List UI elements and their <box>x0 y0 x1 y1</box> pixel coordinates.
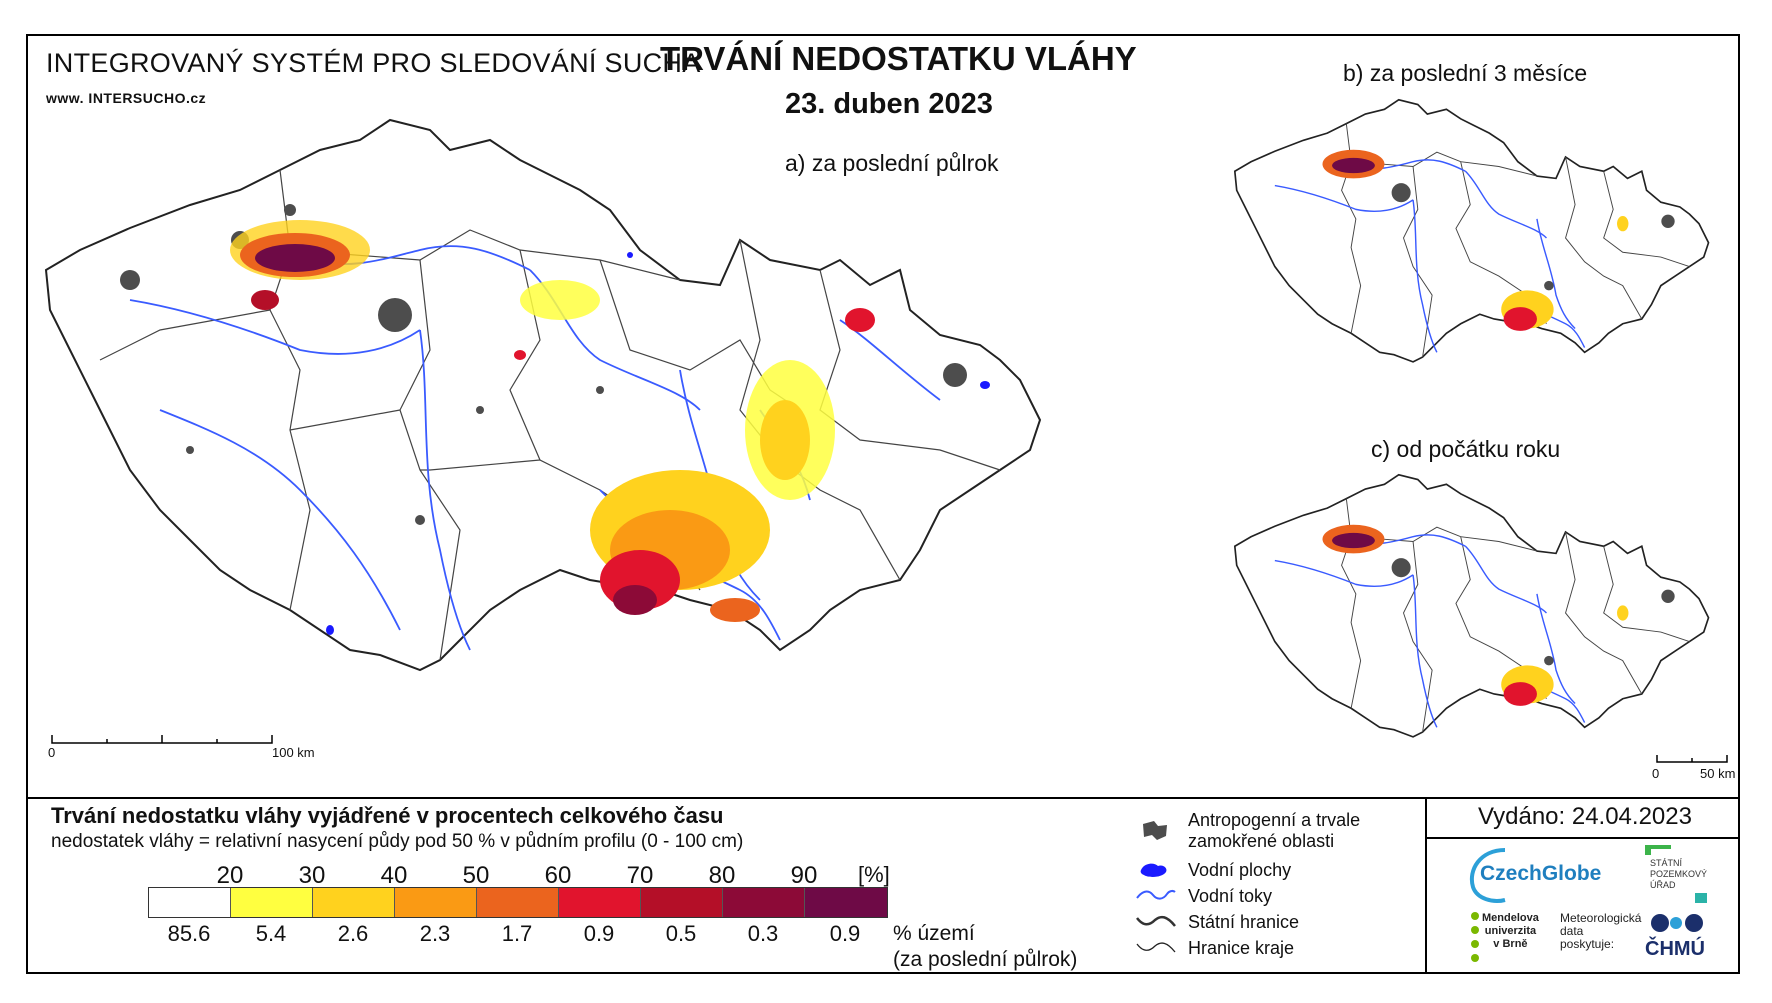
legend-anthropogenic: Antropogenní a trvale zamokřené oblasti <box>1188 810 1361 851</box>
legend-region-border: Hranice kraje <box>1188 938 1295 958</box>
scale-bar-main <box>51 735 273 744</box>
legend-state-border: Státní hranice <box>1188 912 1300 932</box>
czechglobe-logo: CzechGlobe <box>1480 862 1602 885</box>
scale-bar-small <box>1656 755 1728 763</box>
issued-separator <box>1425 837 1740 839</box>
legend-percent-area: 2.6 <box>337 921 369 946</box>
water-body-icon <box>1140 863 1167 877</box>
legend-percent-area: 0.9 <box>583 921 615 946</box>
legend-swatch <box>231 888 313 917</box>
legend-threshold: 30 <box>298 862 326 889</box>
scale-main-end: 100 km <box>272 745 315 760</box>
legend-percent-area: 0.9 <box>829 921 861 946</box>
legend-threshold: 60 <box>544 862 572 889</box>
legend-percent-area: 5.4 <box>255 921 287 946</box>
legend-water-bodies: Vodní plochy <box>1188 860 1292 880</box>
drought-areas-a <box>230 220 875 622</box>
legend-swatch <box>149 888 231 917</box>
map-date: 23. duben 2023 <box>785 88 993 120</box>
map-c-label: c) od počátku roku <box>1371 436 1561 462</box>
legend-threshold: 70 <box>626 862 654 889</box>
legend-swatch <box>395 888 477 917</box>
map-c <box>1233 473 1710 738</box>
map-b-label: b) za poslední 3 měsíce <box>1343 60 1588 86</box>
anthropogenic-icon <box>1143 821 1167 840</box>
meteo-data-label: Meteorologická data poskytuje: <box>1560 911 1642 951</box>
mendel-logo-icon <box>1471 912 1479 962</box>
chmu-logo: ČHMÚ <box>1645 938 1705 960</box>
legend-threshold: 20 <box>216 862 244 889</box>
mendel-logo: Mendelova univerzita v Brně <box>1482 912 1539 950</box>
state-border-c <box>1233 473 1710 738</box>
legend-threshold: 80 <box>708 862 736 889</box>
legend-swatch <box>641 888 723 917</box>
legend-threshold: 40 <box>380 862 408 889</box>
footer-separator <box>1425 797 1427 974</box>
czechglobe-logo-icon <box>1469 848 1506 903</box>
scale-small-zero: 0 <box>1652 766 1660 781</box>
issued-date: Vydáno: 24.04.2023 <box>1478 803 1692 830</box>
map-a-label: a) za poslední půlrok <box>785 150 999 176</box>
spu-square-icon <box>1695 893 1707 903</box>
legend-percent-area: 0.5 <box>665 921 697 946</box>
legend-swatch <box>477 888 559 917</box>
state-border-icon <box>1136 915 1176 927</box>
state-border-b <box>1233 98 1710 363</box>
water-bodies-a <box>326 252 990 635</box>
spu-logo-icon <box>1645 845 1671 855</box>
legend-subtitle: nedostatek vláhy = relativní nasycení pů… <box>51 831 744 852</box>
map-frame <box>26 34 1740 974</box>
legend-rivers: Vodní toky <box>1188 886 1273 906</box>
state-border-a <box>44 118 1042 672</box>
map-b <box>1233 98 1710 363</box>
legend-percent-area: 2.3 <box>419 921 451 946</box>
map-a <box>44 118 1042 672</box>
spu-logo: STÁTNÍ POZEMKOVÝ ÚŘAD <box>1650 858 1708 890</box>
legend-percent-area: 1.7 <box>501 921 533 946</box>
legend-percent-area: 85.6 <box>167 921 211 946</box>
legend-percent-area-label: % území (za poslední půlrok) <box>893 922 1078 971</box>
main-title: TRVÁNÍ NEDOSTATKU VLÁHY <box>660 40 1137 77</box>
legend-title: Trvání nedostatku vláhy vyjádřené v proc… <box>51 803 724 828</box>
legend-swatch <box>723 888 805 917</box>
legend-percent-area: 0.3 <box>747 921 779 946</box>
legend-separator <box>26 797 1740 799</box>
legend-threshold: 90 <box>790 862 818 889</box>
legend-unit: [%] <box>858 862 890 887</box>
legend-swatch <box>805 888 887 917</box>
legend-color-bar <box>148 887 888 918</box>
legend-swatch <box>559 888 641 917</box>
scale-small-end: 50 km <box>1700 766 1736 781</box>
river-icon <box>1136 889 1176 900</box>
chmu-logo-icon <box>1651 914 1703 932</box>
region-border-icon <box>1136 942 1176 953</box>
scale-main-zero: 0 <box>48 745 56 760</box>
legend-swatch <box>313 888 395 917</box>
website-link[interactable]: www. INTERSUCHO.cz <box>46 90 207 106</box>
system-title: INTEGROVANÝ SYSTÉM PRO SLEDOVÁNÍ SUCHA <box>46 48 701 78</box>
legend-threshold: 50 <box>462 862 490 889</box>
